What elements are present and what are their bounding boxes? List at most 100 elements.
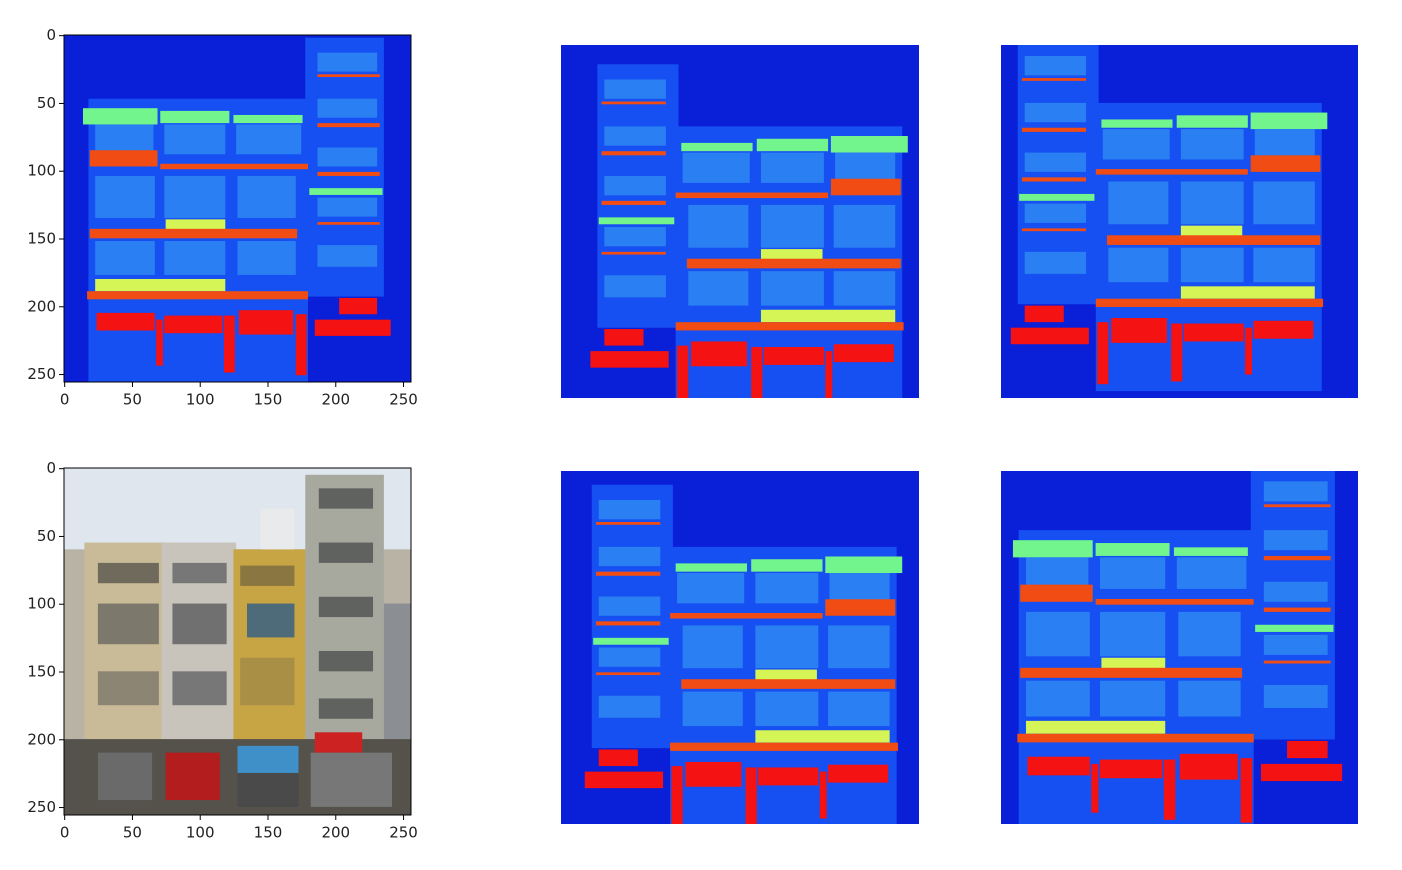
region — [246, 603, 295, 638]
x-tick-label: 100 — [186, 391, 215, 409]
region — [1024, 203, 1087, 223]
region — [1253, 181, 1315, 225]
region — [670, 742, 899, 751]
region — [598, 695, 661, 718]
region — [1263, 530, 1328, 551]
region — [1180, 129, 1244, 160]
region — [760, 249, 823, 261]
region — [156, 319, 163, 366]
region — [1178, 611, 1241, 657]
y-tick-label: 100 — [27, 162, 56, 180]
region — [681, 679, 896, 689]
region — [677, 345, 689, 398]
region — [604, 175, 666, 196]
region — [95, 124, 154, 155]
region — [95, 175, 155, 218]
region — [317, 171, 380, 176]
region — [598, 546, 661, 567]
region — [1179, 753, 1238, 780]
region — [160, 163, 308, 170]
region — [595, 672, 661, 676]
region — [1163, 759, 1176, 820]
region — [745, 767, 757, 824]
region — [236, 124, 302, 155]
region — [317, 245, 378, 267]
region — [82, 108, 158, 125]
region — [1176, 115, 1248, 128]
region — [1019, 193, 1095, 201]
region — [1176, 557, 1247, 589]
region — [172, 562, 227, 584]
x-tick-label: 250 — [389, 824, 418, 842]
region — [755, 669, 817, 681]
region — [751, 559, 823, 572]
y-tick-label: 200 — [27, 297, 56, 315]
region — [1250, 112, 1328, 130]
region — [1263, 607, 1331, 612]
region — [309, 188, 383, 195]
region — [830, 178, 901, 196]
region — [825, 556, 903, 574]
region — [1260, 763, 1343, 782]
region — [833, 344, 894, 363]
region — [1253, 320, 1314, 339]
region — [1020, 584, 1093, 602]
region — [670, 613, 823, 619]
x-tick-label: 150 — [254, 391, 283, 409]
region — [828, 764, 889, 783]
y-tick-label: 150 — [27, 662, 56, 680]
region — [1024, 102, 1087, 123]
region — [164, 124, 226, 155]
region — [835, 152, 896, 183]
image-panel — [1001, 45, 1358, 398]
region — [165, 219, 226, 231]
region — [1021, 78, 1087, 81]
region — [314, 732, 363, 753]
region — [593, 637, 669, 645]
region — [1101, 119, 1173, 128]
region — [240, 565, 295, 586]
region — [1021, 228, 1087, 232]
image-panel — [561, 471, 919, 824]
region — [755, 691, 819, 727]
image-content — [1001, 471, 1358, 824]
region — [681, 142, 753, 152]
region — [1097, 322, 1109, 385]
region — [1263, 685, 1328, 708]
region — [89, 150, 158, 167]
region — [675, 563, 747, 572]
region — [755, 573, 819, 604]
region — [95, 278, 226, 292]
region — [1106, 235, 1321, 245]
region — [1024, 305, 1064, 323]
region — [1180, 181, 1244, 225]
region — [830, 136, 908, 153]
region — [1021, 127, 1087, 132]
region — [260, 508, 295, 550]
region — [1263, 634, 1328, 655]
region — [604, 79, 666, 99]
region — [604, 275, 666, 298]
region — [604, 329, 644, 346]
axes-frame — [63, 467, 412, 816]
region — [160, 110, 230, 124]
image-content — [64, 468, 411, 815]
region — [1024, 56, 1087, 76]
region — [758, 767, 819, 786]
region — [87, 291, 308, 300]
y-tick-label: 150 — [27, 229, 56, 247]
region — [1178, 680, 1241, 717]
region — [1263, 581, 1328, 602]
region — [237, 745, 299, 773]
region — [682, 625, 743, 669]
region — [317, 147, 378, 167]
region — [677, 573, 745, 604]
region — [584, 771, 664, 789]
region — [751, 346, 763, 398]
axes-frame — [63, 34, 412, 383]
region — [1240, 758, 1253, 823]
y-tick-label: 200 — [27, 730, 56, 748]
region — [590, 351, 669, 368]
region — [318, 650, 374, 672]
region — [675, 192, 829, 199]
